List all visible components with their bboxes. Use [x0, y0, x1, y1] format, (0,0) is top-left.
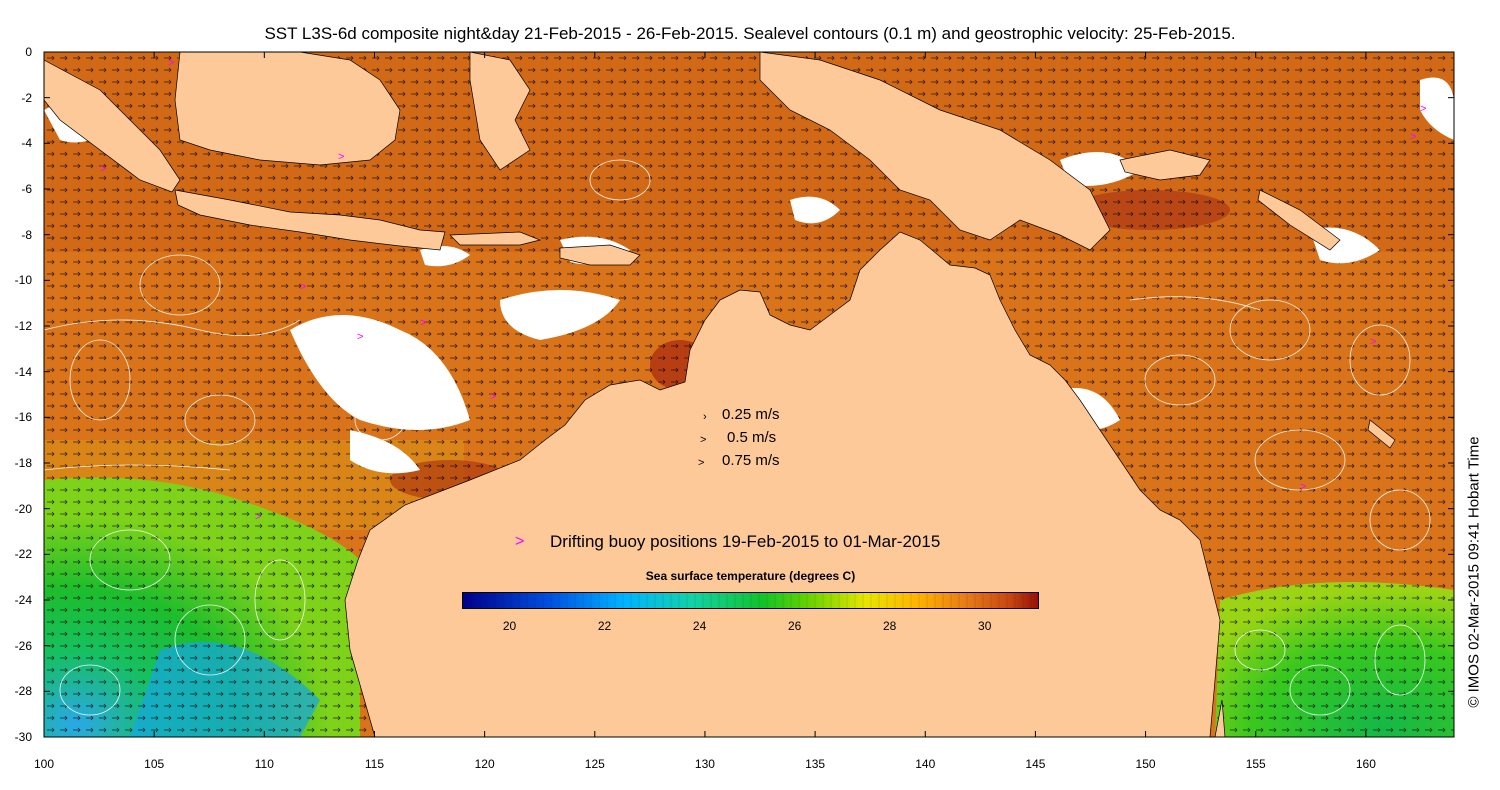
- x-tick-label: 105: [144, 757, 165, 771]
- plot-frame: [43, 51, 1455, 738]
- velocity-arrow-medium-icon: >: [700, 434, 707, 446]
- svg-text:>: >: [300, 281, 306, 293]
- velocity-arrow-large-icon: >: [698, 457, 705, 469]
- x-tick-label: 145: [1025, 757, 1046, 771]
- y-tick-label: -14: [14, 364, 32, 379]
- svg-text:>: >: [338, 151, 344, 163]
- land-masses: [44, 52, 1396, 737]
- x-tick-label: 110: [254, 757, 274, 771]
- y-tick-label: -24: [14, 593, 32, 607]
- y-tick-label: -18: [14, 456, 32, 470]
- sea-level-contours: [44, 159, 1431, 716]
- australia: [344, 231, 1221, 737]
- colorbar-tick-label: 20: [502, 619, 517, 633]
- y-tick-label: -12: [14, 319, 32, 333]
- y-tick-label: 0: [25, 45, 32, 59]
- colorbar-tick-label: 30: [978, 619, 992, 633]
- x-tick-label: 100: [33, 757, 55, 771]
- x-tick-label: 135: [805, 757, 826, 771]
- x-tick-label: 150: [1135, 757, 1156, 771]
- copyright-text: © IMOS 02-Mar-2015 09:41 Hobart Time: [1465, 436, 1483, 708]
- svg-text:>: >: [420, 317, 426, 329]
- x-tick-label: 115: [364, 757, 385, 771]
- velocity-label-0: 0.25 m/s: [722, 406, 780, 423]
- new-guinea: [759, 52, 1111, 251]
- svg-text:>: >: [168, 57, 174, 69]
- velocity-label-2: 0.75 m/s: [722, 452, 780, 469]
- svg-text:>: >: [1410, 131, 1416, 143]
- svg-text:>: >: [1370, 336, 1376, 348]
- y-tick-label: -20: [14, 501, 32, 516]
- x-tick-label: 125: [584, 757, 605, 771]
- axis-tick-marks: [43, 51, 1454, 738]
- java: [174, 189, 446, 251]
- x-tick-label: 140: [915, 757, 936, 771]
- colorbar-title: Sea surface temperature (degrees C): [645, 569, 856, 583]
- y-tick-label: -6: [21, 182, 32, 196]
- flores: [449, 231, 542, 246]
- svg-text:>: >: [1300, 481, 1306, 493]
- buoy-marker-icon: >: [515, 533, 525, 550]
- x-tick-label: 155: [1245, 757, 1266, 771]
- map-title: SST L3S-6d composite night&day 21-Feb-20…: [264, 24, 1236, 43]
- y-tick-label: -28: [14, 684, 32, 699]
- y-tick-label: -26: [14, 638, 32, 653]
- timor: [559, 244, 641, 266]
- x-tick-label: 120: [474, 757, 495, 771]
- y-tick-label: -30: [14, 730, 32, 744]
- y-tick-label: -2: [21, 90, 32, 105]
- svg-text:>: >: [255, 511, 261, 523]
- x-tick-label: 130: [694, 757, 715, 771]
- svg-text:>: >: [357, 331, 363, 343]
- velocity-arrow-small-icon: ›: [703, 411, 707, 423]
- new-caledonia: [1367, 419, 1396, 449]
- buoy-legend-label: Drifting buoy positions 19-Feb-2015 to 0…: [550, 532, 941, 551]
- drifting-buoy-markers: > > > > > > > > > > > >: [100, 57, 1426, 523]
- borneo: [174, 52, 401, 166]
- sumatra: [44, 59, 181, 193]
- velocity-label-1: 0.5 m/s: [727, 429, 777, 446]
- sulawesi: [469, 52, 531, 171]
- colorbar-tick-label: 28: [882, 619, 897, 633]
- y-tick-label: -4: [21, 136, 32, 151]
- svg-text:>: >: [100, 163, 106, 175]
- y-tick-label: -22: [14, 547, 32, 562]
- y-tick-label: -10: [14, 273, 32, 288]
- svg-text:>: >: [490, 391, 496, 403]
- svg-text:>: >: [1420, 103, 1426, 115]
- x-tick-label: 160: [1355, 757, 1376, 771]
- colorbar-tick-label: 26: [787, 619, 802, 633]
- map-content: > > > > > > > > > > > >: [44, 52, 1454, 737]
- tasmania-east-sea-gap: [1214, 699, 1226, 737]
- solomon-islands: [1257, 189, 1341, 251]
- sst-colorbar: [462, 592, 1039, 609]
- colorbar-tick-label: 22: [597, 619, 612, 633]
- y-tick-label: -16: [14, 410, 32, 425]
- y-tick-label: -8: [21, 227, 32, 242]
- colorbar-tick-label: 24: [692, 619, 707, 633]
- new-britain: [1119, 149, 1211, 181]
